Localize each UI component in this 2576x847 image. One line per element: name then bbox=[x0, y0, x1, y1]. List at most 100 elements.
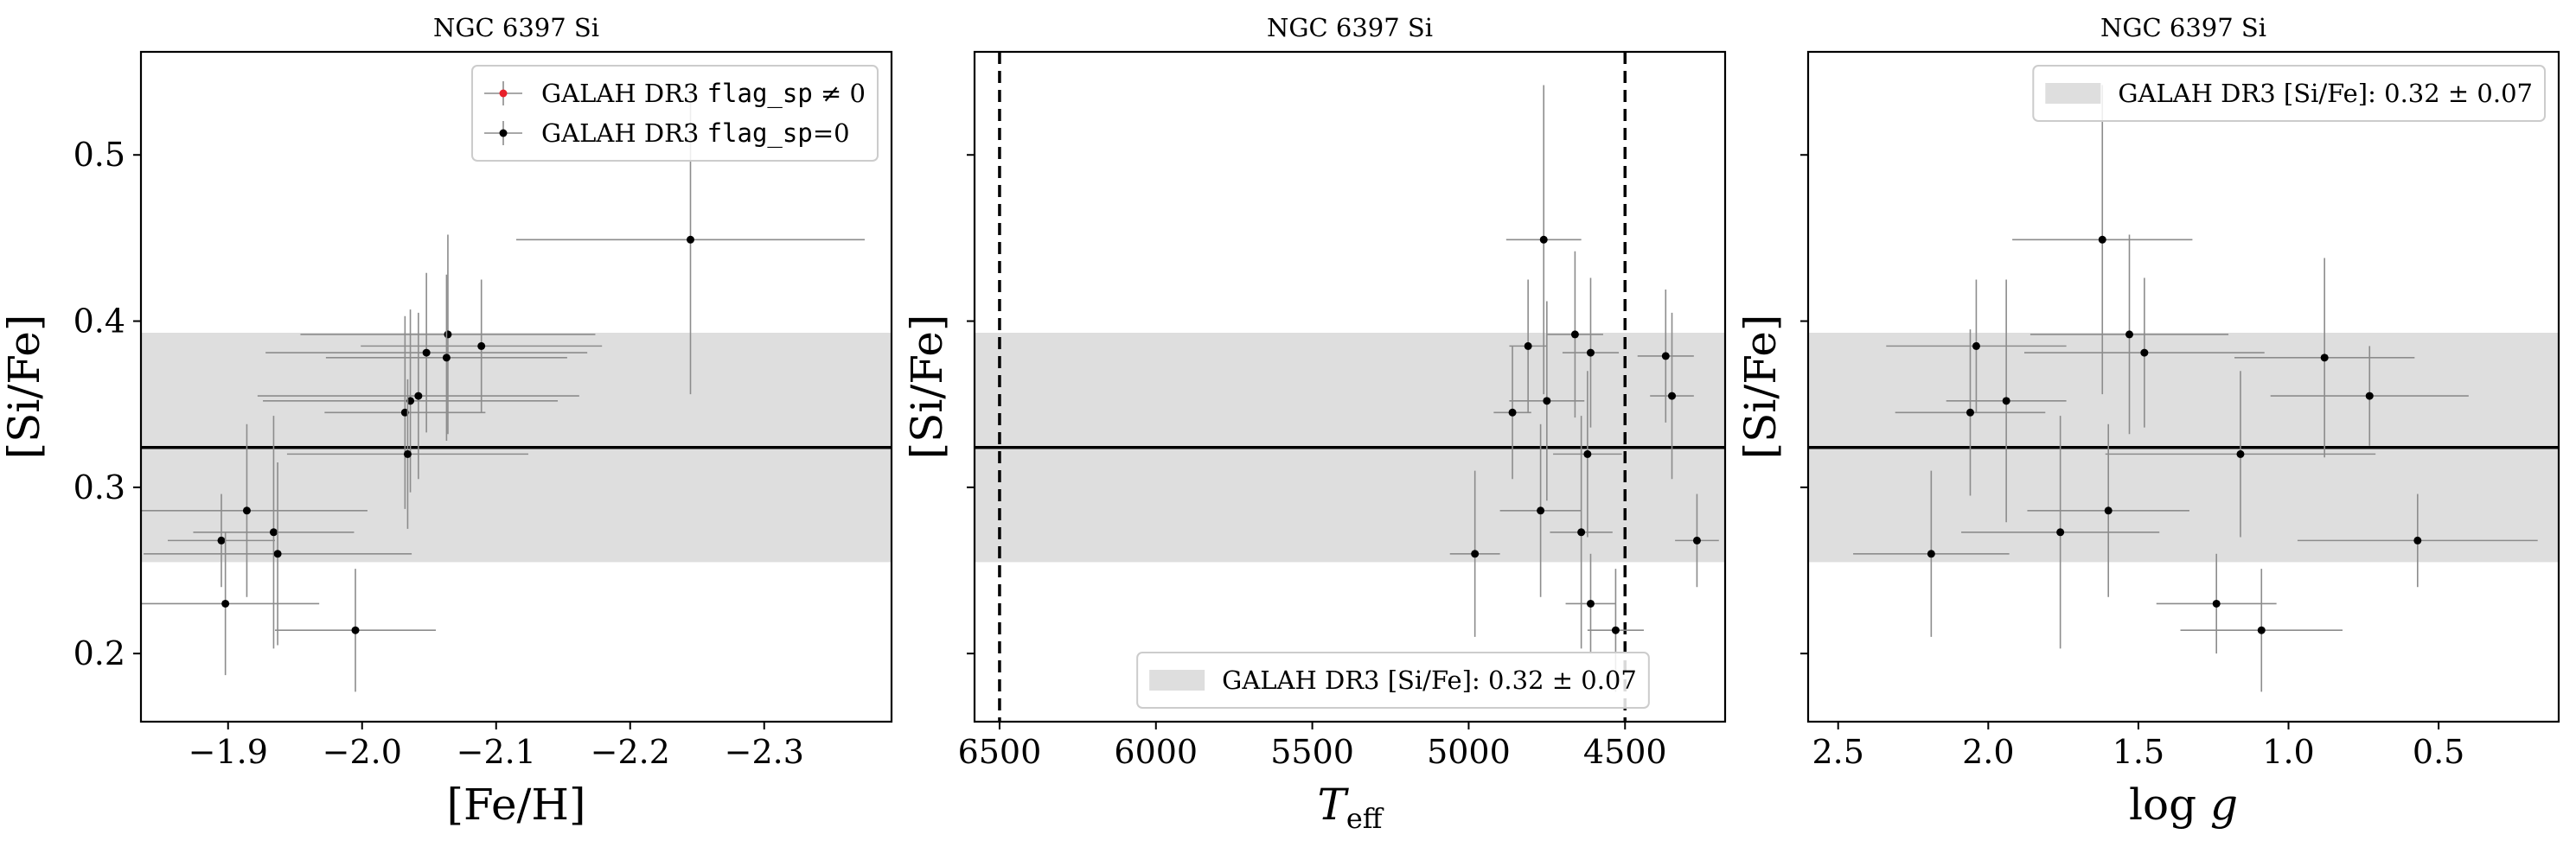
data-point bbox=[1675, 494, 1719, 588]
x-tick-label: −2.1 bbox=[457, 733, 536, 771]
legend-frame bbox=[2032, 65, 2546, 122]
data-point bbox=[1550, 416, 1613, 649]
data-point bbox=[2027, 424, 2189, 597]
point-marker bbox=[1524, 341, 1532, 350]
data-point bbox=[1546, 251, 1603, 418]
point-marker bbox=[2002, 397, 2010, 405]
plot-area bbox=[975, 52, 1725, 722]
point-marker bbox=[414, 392, 423, 400]
y-tick-label: 0.3 bbox=[74, 468, 125, 506]
chart-panel-3: 2.5 2.0 1.5 1.0 0.5 NGC 6397 Si log g [Si/Fe] GA… bbox=[1735, 13, 2560, 830]
point-marker bbox=[403, 449, 412, 458]
legend-label: GALAH DR3 [Si/Fe]: 0.32 ± 0.07 bbox=[1222, 666, 1637, 695]
data-point bbox=[141, 424, 368, 597]
chart-title: NGC 6397 Si bbox=[1267, 13, 1433, 42]
y-axis-label: [Si/Fe] bbox=[0, 315, 49, 460]
point-marker bbox=[242, 506, 251, 515]
point-marker bbox=[1543, 397, 1551, 405]
point-marker bbox=[273, 550, 282, 558]
y-tick-label: 0.4 bbox=[74, 302, 125, 341]
point-marker bbox=[1692, 536, 1701, 544]
legend-band-swatch bbox=[2045, 83, 2101, 104]
data-point bbox=[361, 279, 603, 413]
x-tick-label: 0.5 bbox=[2413, 733, 2464, 771]
point-marker bbox=[1927, 550, 1935, 558]
x-tick-label: 6000 bbox=[1114, 733, 1198, 771]
x-tick-label: −2.3 bbox=[725, 733, 804, 771]
data-point bbox=[1509, 279, 1547, 413]
point-marker bbox=[1577, 528, 1586, 537]
legend-band-swatch bbox=[1149, 670, 1205, 691]
x-tick-label: 6500 bbox=[958, 733, 1042, 771]
point-marker bbox=[1537, 506, 1545, 515]
data-point bbox=[2156, 553, 2277, 654]
point-marker bbox=[422, 348, 431, 357]
data-point bbox=[1553, 371, 1622, 538]
data-point bbox=[2029, 234, 2229, 435]
point-marker bbox=[2098, 235, 2106, 244]
data-point bbox=[2180, 569, 2343, 692]
point-marker bbox=[1471, 550, 1480, 558]
x-tick-label: 5000 bbox=[1427, 733, 1511, 771]
x-tick-label: 2.0 bbox=[1962, 733, 2014, 771]
x-tick-label: 5500 bbox=[1270, 733, 1354, 771]
point-marker bbox=[2140, 348, 2149, 357]
data-point bbox=[1565, 553, 1616, 654]
data-point bbox=[1449, 470, 1500, 637]
point-marker bbox=[1539, 235, 1548, 244]
chart-title: NGC 6397 Si bbox=[2100, 13, 2266, 42]
y-axis-label: [Si/Fe] bbox=[902, 315, 952, 460]
x-tick-label: −2.0 bbox=[323, 733, 402, 771]
legend-frame bbox=[1136, 652, 1650, 709]
axes-frame bbox=[1806, 50, 2560, 723]
x-tick-label: 2.5 bbox=[1812, 733, 1864, 771]
y-axis-label: [Si/Fe] bbox=[1735, 315, 1786, 460]
chart-title: NGC 6397 Si bbox=[433, 13, 599, 42]
point-marker bbox=[400, 408, 409, 417]
data-point bbox=[1886, 279, 2067, 413]
chart-panel-2: 6500 6000 5500 5000 4500 NGC 6397 Si Teff [Si/F… bbox=[902, 13, 1727, 835]
data-point bbox=[1637, 290, 1694, 423]
data-point bbox=[1853, 470, 2010, 637]
chart-panel-1: −1.9 −2.0 −2.1 −2.2 −2.3 0.2 0.3 0.4 0.5 NGC 6397… bbox=[0, 13, 893, 830]
point-marker bbox=[2413, 536, 2422, 544]
point-marker bbox=[1611, 626, 1620, 634]
data-point bbox=[2270, 346, 2469, 446]
data-point bbox=[1650, 312, 1694, 480]
legend-frame bbox=[471, 65, 879, 162]
x-tick-label: −1.9 bbox=[189, 733, 268, 771]
y-tick-label: 0.5 bbox=[74, 136, 125, 174]
data-point bbox=[144, 462, 412, 646]
point-marker bbox=[444, 330, 452, 339]
point-marker bbox=[477, 341, 486, 350]
point-marker bbox=[687, 235, 694, 244]
x-tick-label: −2.2 bbox=[591, 733, 670, 771]
point-marker bbox=[2320, 353, 2329, 362]
data-point bbox=[1562, 277, 1620, 428]
point-marker bbox=[442, 353, 451, 362]
point-marker bbox=[2212, 599, 2221, 608]
x-axis-label: Teff bbox=[1317, 780, 1384, 835]
legend: GALAH DR3 [Si/Fe]: 0.32 ± 0.07 bbox=[2032, 65, 2546, 122]
data-point bbox=[1895, 329, 2046, 496]
data-point bbox=[2297, 494, 2538, 588]
data-point bbox=[2105, 371, 2376, 538]
point-marker bbox=[1586, 348, 1595, 357]
data-point bbox=[324, 315, 486, 509]
legend-marker bbox=[499, 129, 508, 137]
plot-area bbox=[1808, 85, 2559, 692]
point-marker bbox=[2056, 528, 2065, 537]
axes-frame bbox=[139, 50, 893, 723]
x-tick-label: 1.0 bbox=[2262, 733, 2314, 771]
legend-label: GALAH DR3 [Si/Fe]: 0.32 ± 0.07 bbox=[2118, 79, 2533, 108]
point-marker bbox=[406, 397, 415, 405]
point-marker bbox=[2365, 392, 2374, 400]
data-point bbox=[141, 532, 320, 676]
data-point bbox=[2234, 258, 2415, 458]
data-point bbox=[1505, 85, 1582, 395]
data-point bbox=[257, 312, 579, 480]
legend-label: GALAH DR3 flag_sp ≠ 0 bbox=[541, 79, 866, 109]
legend: GALAH DR3 [Si/Fe]: 0.32 ± 0.07 bbox=[1136, 652, 1650, 709]
point-marker bbox=[269, 528, 278, 537]
